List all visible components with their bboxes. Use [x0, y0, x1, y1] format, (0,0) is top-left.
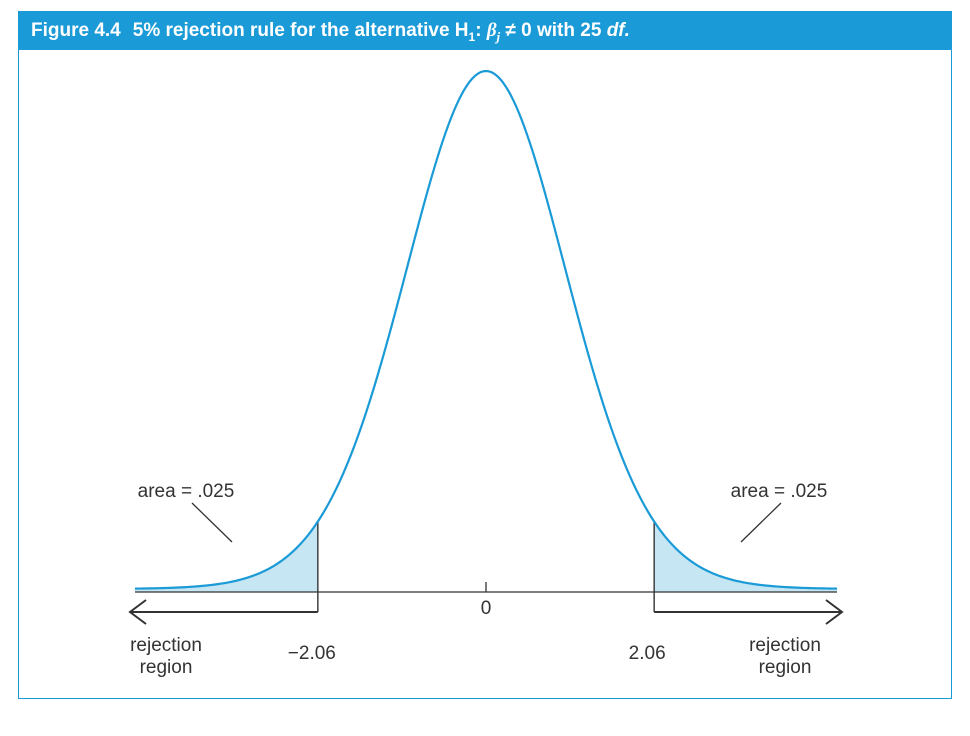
- left-area-pointer: [191, 502, 233, 543]
- title-prefix: 5% rejection rule for the alternative H: [132, 20, 469, 41]
- title-rest: ≠ 0 with 25: [500, 20, 607, 41]
- right-region-label-line2: region: [759, 657, 812, 678]
- figure-number: Figure 4.4: [31, 20, 121, 41]
- right-rejection-area: [654, 521, 837, 592]
- right-arrow-head: [825, 599, 844, 625]
- title-df: df.: [606, 20, 630, 41]
- left-region-label-line1: rejection: [130, 635, 202, 656]
- left-region-arrow: [128, 599, 318, 625]
- tick-label-0: 0: [481, 598, 492, 619]
- right-area-label: area = .025: [731, 481, 828, 502]
- title-beta-subscript: j: [496, 28, 501, 44]
- tick-label-neg-crit: −2.06: [288, 643, 336, 664]
- figure-title: Figure 4.4 5% rejection rule for the alte…: [19, 12, 951, 50]
- title-colon: :: [475, 20, 487, 41]
- right-region-arrow: [654, 599, 844, 625]
- tick-label-pos-crit: 2.06: [629, 643, 666, 664]
- left-arrow-head: [128, 599, 147, 625]
- figure-frame: Figure 4.4 5% rejection rule for the alte…: [18, 11, 952, 699]
- title-beta: β: [486, 20, 497, 41]
- left-area-label: area = .025: [138, 481, 235, 502]
- right-area-pointer: [740, 502, 782, 543]
- right-region-label-line1: rejection: [749, 635, 821, 656]
- title-subscript: 1: [468, 29, 476, 44]
- density-curve: [134, 69, 838, 590]
- left-region-label-line2: region: [140, 657, 193, 678]
- left-rejection-area: [135, 521, 318, 592]
